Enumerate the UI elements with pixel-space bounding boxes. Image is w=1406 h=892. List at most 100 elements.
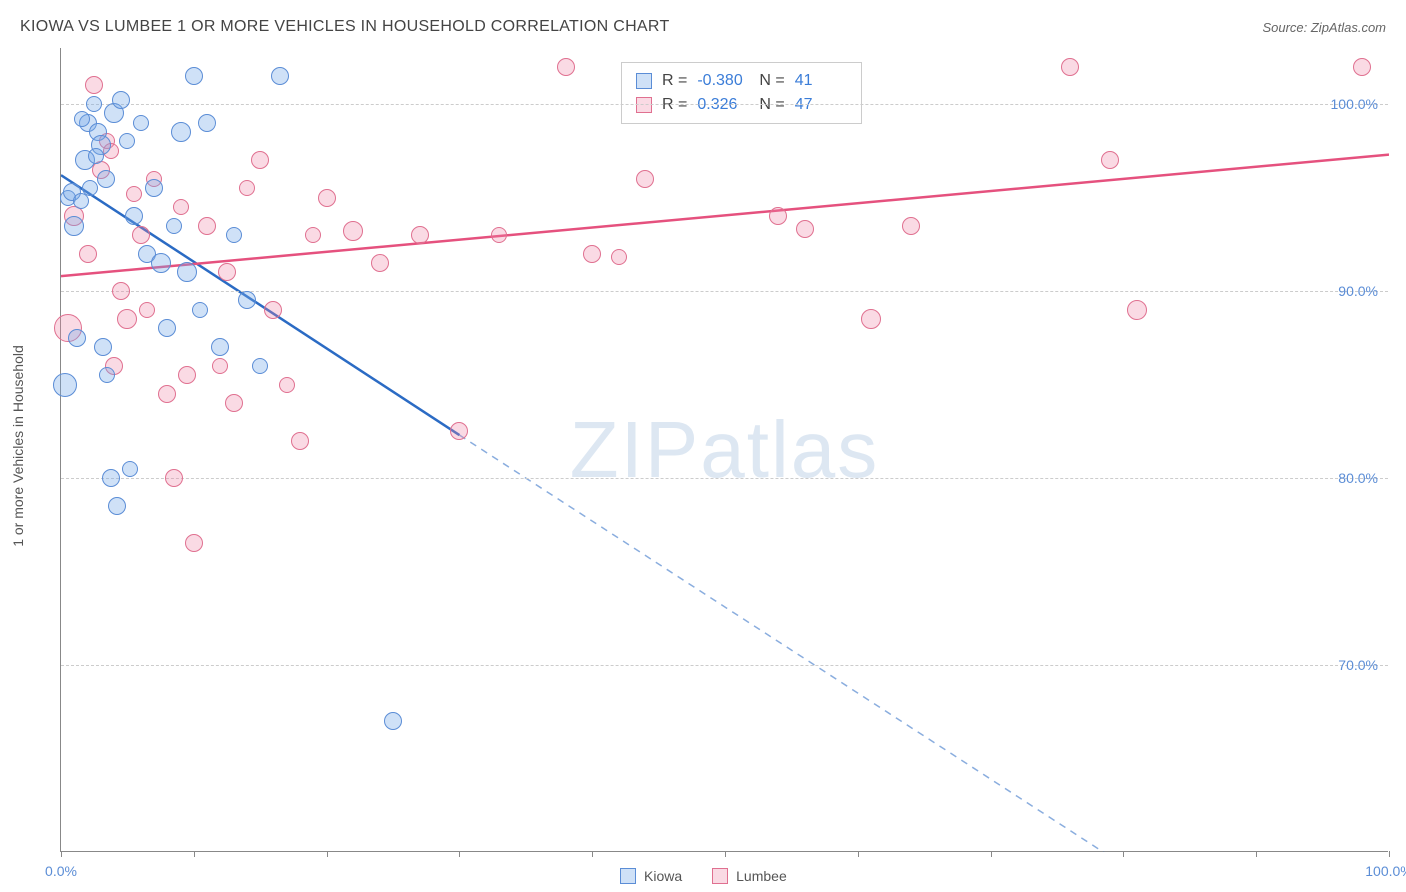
kiowa-point [99, 367, 115, 383]
kiowa-point [68, 329, 86, 347]
lumbee-point [85, 76, 103, 94]
kiowa-point [171, 122, 191, 142]
kiowa-r-value: -0.380 [697, 69, 749, 93]
lumbee-point [139, 302, 155, 318]
lumbee-point [279, 377, 295, 393]
lumbee-point [264, 301, 282, 319]
lumbee-point [902, 217, 920, 235]
kiowa-point [192, 302, 208, 318]
lumbee-point [343, 221, 363, 241]
kiowa-label: Kiowa [644, 868, 682, 884]
n-label: N = [759, 69, 784, 93]
source-label: Source: ZipAtlas.com [1262, 20, 1386, 35]
kiowa-point [185, 67, 203, 85]
stats-row-kiowa: R = -0.380 N = 41 [636, 69, 847, 93]
xtick-label-right: 100.0% [1365, 863, 1406, 879]
watermark: ZIPatlas [570, 404, 879, 496]
legend-item-lumbee: Lumbee [712, 868, 787, 884]
ytick-label: 80.0% [1338, 470, 1378, 486]
kiowa-point [122, 461, 138, 477]
xtick-mark [1256, 851, 1257, 857]
xtick-mark [61, 851, 62, 857]
lumbee-point [371, 254, 389, 272]
kiowa-swatch [636, 73, 652, 89]
kiowa-point [158, 319, 176, 337]
lumbee-point [132, 226, 150, 244]
lumbee-point [173, 199, 189, 215]
kiowa-point [151, 253, 171, 273]
lumbee-point [158, 385, 176, 403]
legend: Kiowa Lumbee [620, 868, 787, 884]
lumbee-point [491, 227, 507, 243]
lumbee-point [583, 245, 601, 263]
lumbee-point [769, 207, 787, 225]
kiowa-point [166, 218, 182, 234]
kiowa-swatch [620, 868, 636, 884]
lumbee-point [291, 432, 309, 450]
y-axis-label: 1 or more Vehicles in Household [10, 345, 26, 547]
kiowa-point [119, 133, 135, 149]
kiowa-point [88, 148, 104, 164]
lumbee-point [239, 180, 255, 196]
lumbee-point [861, 309, 881, 329]
kiowa-point [145, 179, 163, 197]
kiowa-point [211, 338, 229, 356]
kiowa-point [177, 262, 197, 282]
lumbee-point [165, 469, 183, 487]
lumbee-point [251, 151, 269, 169]
ytick-label: 100.0% [1331, 96, 1378, 112]
lumbee-point [178, 366, 196, 384]
stats-box: R = -0.380 N = 41 R = 0.326 N = 47 [621, 62, 862, 124]
xtick-mark [194, 851, 195, 857]
chart-wrapper: ZIPatlas R = -0.380 N = 41 R = 0.326 N =… [60, 48, 1388, 852]
gridline-h [61, 478, 1388, 479]
kiowa-point [226, 227, 242, 243]
gridline-h [61, 104, 1388, 105]
lumbee-point [198, 217, 216, 235]
lumbee-point [1101, 151, 1119, 169]
kiowa-point [102, 469, 120, 487]
kiowa-point [108, 497, 126, 515]
kiowa-point [94, 338, 112, 356]
lumbee-point [218, 263, 236, 281]
kiowa-point [86, 96, 102, 112]
xtick-mark [592, 851, 593, 857]
kiowa-point [82, 180, 98, 196]
lumbee-point [112, 282, 130, 300]
lumbee-label: Lumbee [736, 868, 787, 884]
lumbee-point [185, 534, 203, 552]
kiowa-point [64, 216, 84, 236]
ytick-label: 90.0% [1338, 283, 1378, 299]
lumbee-point [611, 249, 627, 265]
lumbee-point [796, 220, 814, 238]
kiowa-point [238, 291, 256, 309]
lumbee-regression-line [61, 155, 1389, 277]
plot-area: ZIPatlas R = -0.380 N = 41 R = 0.326 N =… [60, 48, 1388, 852]
xtick-mark [725, 851, 726, 857]
lumbee-point [126, 186, 142, 202]
lumbee-point [318, 189, 336, 207]
xtick-mark [459, 851, 460, 857]
lumbee-point [1353, 58, 1371, 76]
xtick-label-left: 0.0% [45, 863, 77, 879]
kiowa-regression-line [61, 175, 459, 435]
lumbee-point [79, 245, 97, 263]
lumbee-point [411, 226, 429, 244]
chart-title: KIOWA VS LUMBEE 1 OR MORE VEHICLES IN HO… [20, 18, 670, 36]
watermark-bold: ZIP [570, 405, 700, 494]
lumbee-point [636, 170, 654, 188]
r-label: R = [662, 69, 687, 93]
kiowa-point [271, 67, 289, 85]
legend-item-kiowa: Kiowa [620, 868, 682, 884]
gridline-h [61, 665, 1388, 666]
kiowa-point [53, 373, 77, 397]
lumbee-point [305, 227, 321, 243]
lumbee-point [117, 309, 137, 329]
xtick-mark [858, 851, 859, 857]
kiowa-point [133, 115, 149, 131]
lumbee-point [225, 394, 243, 412]
xtick-mark [1123, 851, 1124, 857]
kiowa-point [384, 712, 402, 730]
xtick-mark [1389, 851, 1390, 857]
kiowa-point [125, 207, 143, 225]
